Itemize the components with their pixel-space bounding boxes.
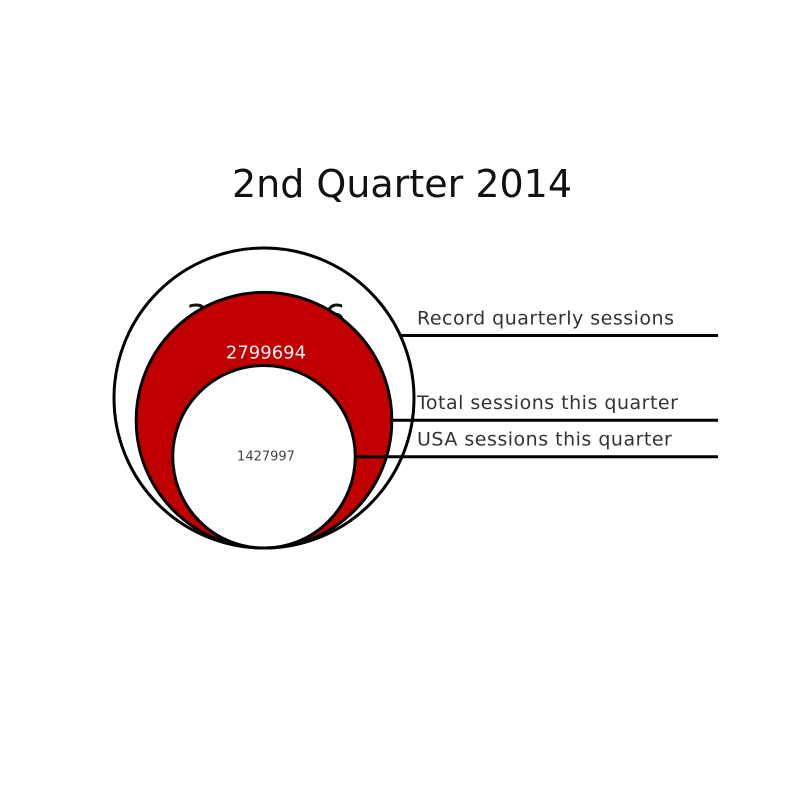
total-sessions-value: 2799694 xyxy=(226,342,306,363)
usa-sessions-annotation: USA sessions this quarter xyxy=(417,429,672,451)
chart-title: 2nd Quarter 2014 xyxy=(232,162,572,206)
record-sessions-annotation: Record quarterly sessions xyxy=(417,307,675,329)
usa-sessions-circle xyxy=(171,363,357,550)
total-sessions-annotation: Total sessions this quarter xyxy=(416,392,678,414)
usa-sessions-value: 1427997 xyxy=(237,450,295,465)
